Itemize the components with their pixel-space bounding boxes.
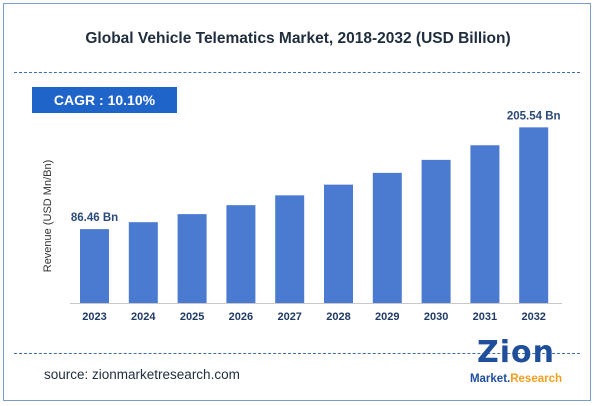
bar-2026	[226, 205, 256, 303]
logo-subtitle: Market.Research	[466, 373, 566, 385]
x-tick-2030: 2030	[424, 311, 448, 323]
x-tick-2031: 2031	[473, 311, 497, 323]
x-tick-2023: 2023	[82, 311, 106, 323]
zion-logo: Zion Market.Research	[466, 336, 566, 394]
bar-2028	[324, 184, 353, 303]
logo-word: Zion	[476, 335, 555, 370]
bar-2023	[80, 229, 109, 303]
bar-2031	[470, 145, 500, 303]
logo-sub-market: Market.	[469, 373, 511, 385]
bottom-divider	[14, 353, 580, 354]
source-text: source: zionmarketresearch.com	[44, 367, 240, 382]
bar-2030	[421, 159, 451, 303]
bar-2029	[372, 172, 402, 303]
x-tick-2027: 2027	[277, 311, 301, 323]
x-tick-2025: 2025	[180, 311, 204, 323]
x-tick-2029: 2029	[375, 311, 399, 323]
top-divider	[14, 72, 580, 73]
data-label-2023: 86.46 Bn	[71, 212, 118, 224]
x-tick-2026: 2026	[229, 311, 253, 323]
x-tick-2028: 2028	[326, 311, 350, 323]
logo-sub-research: Research	[510, 373, 563, 385]
bar-2025	[177, 214, 207, 303]
data-label-2032: 205.54 Bn	[507, 110, 561, 122]
cagr-badge: CAGR : 10.10%	[32, 87, 177, 113]
bar-2027	[275, 195, 305, 303]
x-tick-2024: 2024	[131, 311, 156, 323]
chart-title: Global Vehicle Telematics Market, 2018-2…	[85, 30, 511, 47]
x-tick-2032: 2032	[521, 311, 545, 323]
bar-2032	[519, 127, 549, 304]
bar-2024	[128, 222, 158, 303]
